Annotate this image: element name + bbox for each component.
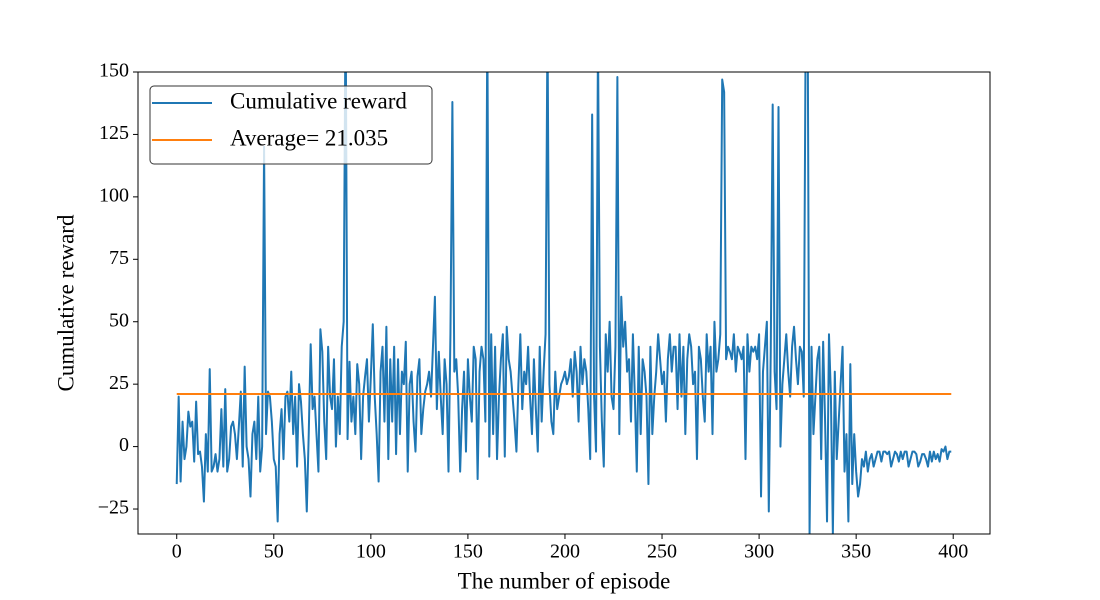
x-tick-label: 300 — [744, 541, 774, 563]
y-tick-label: −25 — [98, 497, 129, 519]
axes-frame — [137, 71, 991, 535]
x-tick-label: 400 — [938, 541, 968, 563]
y-tick-label: 100 — [99, 184, 129, 206]
legend-label: Cumulative reward — [230, 88, 407, 113]
x-tick-label: 200 — [550, 541, 580, 563]
legend-label: Average= 21.035 — [230, 125, 388, 150]
plot-area — [175, 72, 952, 534]
y-tick-label: 0 — [119, 434, 129, 456]
x-tick-label: 50 — [264, 541, 284, 563]
y-tick-label: 25 — [109, 372, 129, 394]
x-axis-label: The number of episode — [458, 568, 671, 593]
y-tick-label: 150 — [99, 60, 129, 82]
x-tick-label: 0 — [172, 541, 182, 563]
y-tick-label: 75 — [109, 247, 129, 269]
y-tick-label: 125 — [99, 122, 129, 144]
x-tick-label: 250 — [647, 541, 677, 563]
legend-box — [149, 85, 433, 165]
y-tick-label: 50 — [109, 309, 129, 331]
series-line — [175, 72, 952, 534]
y-axis-label: Cumulative reward — [53, 214, 78, 391]
x-tick-label: 100 — [356, 541, 386, 563]
x-tick-label: 150 — [453, 541, 483, 563]
x-tick-label: 350 — [841, 541, 871, 563]
